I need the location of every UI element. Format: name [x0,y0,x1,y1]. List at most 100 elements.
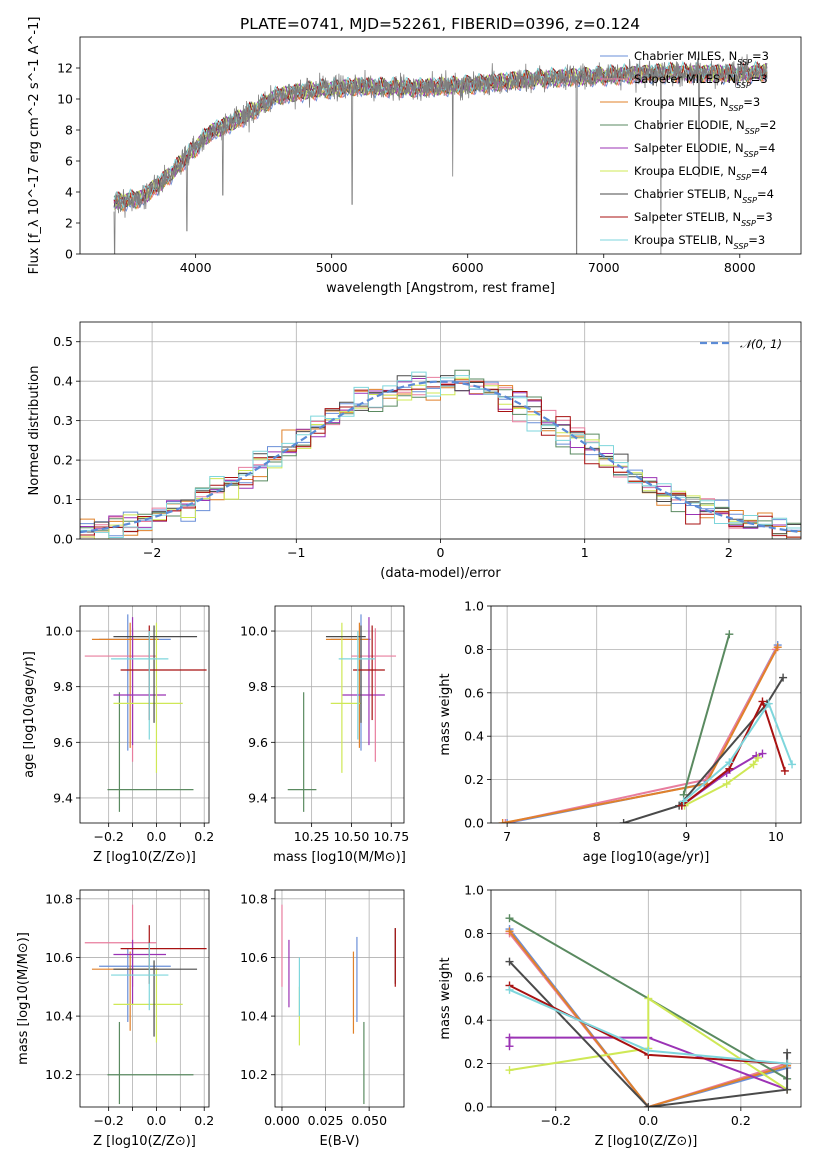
x-tick-label: 2 [725,545,733,560]
y-tick-label: 10.2 [45,1067,73,1082]
axes-frame [79,605,210,824]
marker-krou_elodie [749,760,758,769]
x-tick-label: −0.2 [541,1113,571,1128]
weight-line-chab_elodie [682,633,731,796]
y-tick-label: 0.0 [53,532,73,547]
mass_vs_Z-xlabel: Z [log10(Z/Z⊙)] [93,1134,196,1149]
x-tick-label: 0.000 [264,1113,300,1128]
x-tick-label: 4000 [180,260,212,275]
marker-krou_stelib [783,1059,792,1068]
weight-line-krou_stelib [682,701,793,803]
errorbar-chab_stelib [325,625,366,723]
weight-line-salp_elodie [508,1036,788,1091]
axes-frame [490,889,802,1108]
y-tick-label: 0.4 [464,1013,484,1028]
errorbar-chab_stelib [113,625,198,723]
x-tick-label: 0.025 [308,1113,344,1128]
spectrum-legend: Chabrier MILES, NSSP=3 Salpeter MILES, NS… [600,49,776,251]
weight-line-chab_stelib [623,677,784,823]
marker-krou_elodie [644,994,653,1003]
figure-title: PLATE=0741, MJD=52261, FIBERID=0396, z=0… [240,15,640,33]
legend-label-krou_stelib: Kroupa STELIB, NSSP=3 [634,233,765,251]
x-tick-label: 0.0 [146,1113,166,1128]
x-tick-label: −2 [143,545,161,560]
spectrum-ylabel: Flux [f_λ 10^-17 erg cm^-2 s^-1 A^-1] [27,17,42,275]
observed-spectrum [113,54,768,254]
age_vs_mass-plot-area [287,614,397,812]
x-tick-label: 0.050 [351,1113,387,1128]
marker-salp_miles [501,819,510,823]
y-tick-label: 10.0 [45,624,73,639]
marker-krou_elodie [753,753,762,762]
axes-frame [490,605,802,824]
errorbar-krou_elodie [330,622,361,773]
y-tick-label: 10.6 [240,950,268,965]
marker-chab_stelib [783,1085,792,1094]
legend-label-salp_stelib: Salpeter STELIB, NSSP=3 [634,210,773,228]
mass_vs_ebv-panel: 0.000 0.025 0.050 10.2 10.4 10.6 10.8 E(B-V) [240,889,405,1149]
y-tick-label: 10.4 [240,1009,268,1024]
y-tick-label: 10.6 [45,950,73,965]
normal-reference-curve [80,380,801,534]
marker-chab_stelib [644,1103,653,1107]
y-tick-label: 9.4 [53,790,73,805]
marker-salp_elodie [505,1042,514,1051]
y-tick-label: 10.4 [45,1009,73,1024]
x-tick-label: 10.50 [334,829,370,844]
age_vs_mass-grid [275,606,404,823]
residuals-legend: 𝒩(0, 1) [700,337,782,351]
weight-line-chab_stelib [508,960,789,1107]
x-tick-label: 7 [503,829,511,844]
y-tick-label: 0.2 [464,772,484,787]
y-tick-label: 0.6 [464,685,484,700]
y-tick-label: 0.1 [53,492,73,507]
errorbar-krou_stelib [111,631,169,740]
legend-label-chab_miles: Chabrier MILES, NSSP=3 [634,49,769,67]
errorbar-salp_elodie [113,939,166,1005]
errorbar-chab_elodie [107,692,194,812]
y-tick-label: 0 [65,247,73,262]
y-tick-label: 10.2 [240,1067,268,1082]
spectrum-panel: 4000 5000 6000 7000 8000 0 2 4 6 8 10 12 wavelength … [27,17,802,296]
residuals-xlabel: (data-model)/error [380,566,501,581]
residuals-plot-area [80,369,801,539]
legend-label-chab_elodie: Chabrier ELODIE, NSSP=2 [634,118,776,136]
weight-line-krou_miles [508,930,788,1107]
y-tick-label: 0.4 [464,729,484,744]
mass_vs_Z-panel: −0.2 0.0 0.2 10.2 10.4 10.6 10.8 Z [log10(Z/Z⊙)… [16,889,214,1149]
axes-frame [274,605,405,824]
marker-krou_elodie [722,779,731,788]
marker-salp_stelib [677,801,686,810]
marker-chab_stelib [505,957,514,966]
spectrum-xlabel: wavelength [Angstrom, rest frame] [326,281,555,296]
x-tick-label: 9 [682,829,690,844]
x-tick-label: 6000 [452,260,484,275]
age_vs_Z-plot-area [84,614,207,812]
histogram-krou_stelib [80,371,801,539]
y-tick-label: 9.4 [248,790,268,805]
marker-salp_stelib [758,697,767,706]
marker-krou_miles [505,927,514,936]
marker-krou_stelib [788,760,797,769]
x-tick-label: −0.2 [93,1113,123,1128]
mass_vs_ebv-xlabel: E(B-V) [319,1134,359,1149]
legend-label-chab_stelib: Chabrier STELIB, NSSP=4 [634,187,774,205]
weight-line-krou_elodie [684,757,759,807]
errorbar-salp_elodie [341,617,385,746]
weight_vs_Z-panel: −0.2 0.0 0.2 0.0 0.2 0.4 0.6 0.8 1.0 Z [log10(Z/Z… [438,883,802,1149]
weight_vs_age-panel: 7 8 9 10 0.0 0.2 0.4 0.6 0.8 1.0 age [log10(age/yr… [438,599,802,865]
y-tick-label: 10.0 [240,624,268,639]
y-tick-label: 0.8 [464,642,484,657]
errorbar-chab_elodie [107,1021,194,1105]
spectrum-plot-area [113,54,768,254]
marker-krou_stelib [725,758,734,767]
mass_vs_Z-ylabel: mass [log10(M/M⊙)] [16,932,31,1065]
y-tick-label: 9.8 [53,679,73,694]
age_vs_mass-xlabel: mass [log10(M/M⊙)] [273,850,406,865]
marker-chab_stelib [779,673,788,682]
y-tick-label: 2 [65,216,73,231]
errorbar-chab_elodie [287,692,317,812]
marker-krou_elodie [505,1066,514,1075]
x-tick-label: 0.2 [731,1113,751,1128]
x-tick-label: 0 [437,545,445,560]
